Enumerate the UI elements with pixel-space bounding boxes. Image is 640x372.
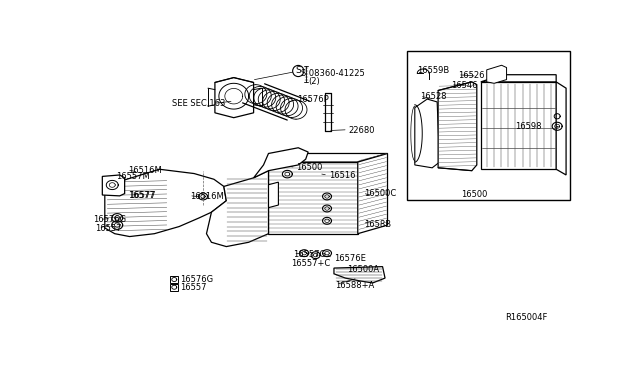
Text: 16576P: 16576P — [297, 95, 329, 104]
Text: 16559B: 16559B — [417, 66, 449, 75]
Polygon shape — [438, 82, 477, 171]
Bar — [170, 284, 178, 291]
Text: 16557G: 16557G — [293, 250, 326, 259]
Bar — [170, 276, 178, 283]
Text: 16577: 16577 — [127, 191, 154, 201]
Text: S: S — [296, 67, 301, 76]
Text: 16528: 16528 — [420, 92, 446, 101]
Polygon shape — [486, 65, 507, 83]
Polygon shape — [415, 99, 440, 168]
Text: 16500: 16500 — [296, 163, 322, 172]
Text: 16576G: 16576G — [180, 275, 213, 284]
Polygon shape — [207, 171, 269, 247]
Polygon shape — [105, 169, 227, 237]
Text: 16576G: 16576G — [93, 215, 126, 224]
Text: 16500A: 16500A — [347, 265, 379, 274]
Text: 16516M: 16516M — [190, 192, 224, 201]
Text: 16557: 16557 — [180, 283, 207, 292]
Text: 16526: 16526 — [458, 71, 484, 80]
Polygon shape — [358, 154, 388, 234]
Text: 16577: 16577 — [129, 191, 156, 201]
Text: SEE SEC.163: SEE SEC.163 — [172, 99, 225, 108]
Text: 16516M: 16516M — [127, 166, 161, 174]
Text: 16500: 16500 — [461, 190, 487, 199]
Text: S 08360-41225: S 08360-41225 — [301, 69, 364, 78]
Polygon shape — [268, 182, 278, 208]
Polygon shape — [269, 154, 388, 162]
Text: 16588+A: 16588+A — [335, 281, 374, 290]
Text: 16557+C: 16557+C — [291, 259, 330, 268]
Text: 22680: 22680 — [349, 126, 375, 135]
Polygon shape — [481, 82, 556, 169]
Bar — [408, 51, 570, 200]
Text: 16516: 16516 — [329, 171, 355, 180]
Text: (2): (2) — [308, 77, 320, 86]
Text: 16557: 16557 — [95, 224, 122, 233]
Text: 16500C: 16500C — [364, 189, 396, 198]
Polygon shape — [556, 82, 566, 175]
Text: 16557M: 16557M — [116, 173, 150, 182]
Polygon shape — [215, 78, 253, 118]
Text: 16546: 16546 — [451, 81, 477, 90]
Text: R165004F: R165004F — [506, 313, 548, 322]
Text: 1658B: 1658B — [364, 220, 391, 229]
Polygon shape — [253, 148, 308, 178]
Polygon shape — [481, 75, 556, 82]
Polygon shape — [269, 162, 358, 234]
Text: 16598: 16598 — [515, 122, 542, 131]
Text: 16576E: 16576E — [334, 254, 366, 263]
Polygon shape — [334, 267, 385, 283]
Polygon shape — [102, 175, 125, 196]
